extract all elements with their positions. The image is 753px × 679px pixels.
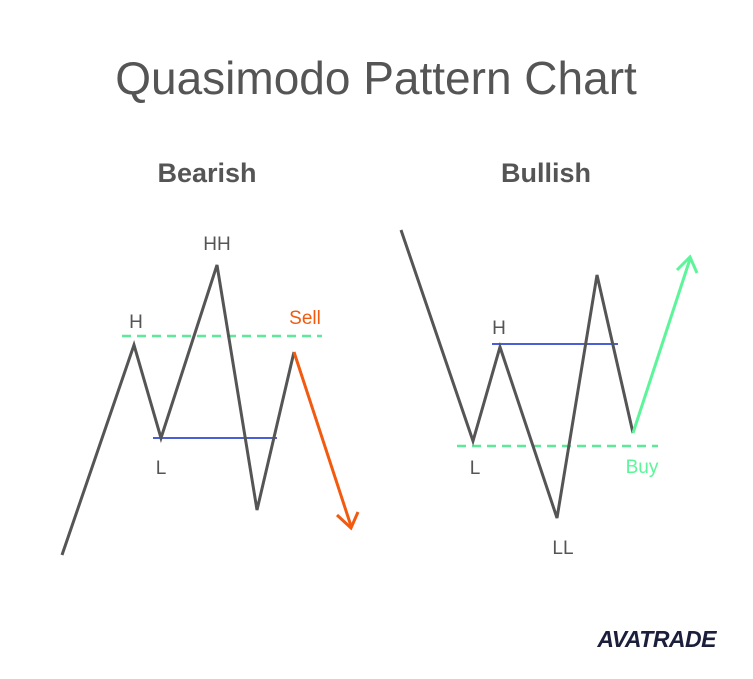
label: H [129, 312, 143, 333]
label: LL [552, 538, 573, 559]
buy-arrow [631, 258, 692, 434]
arrow-head [335, 511, 360, 531]
label: H [492, 318, 506, 339]
panel-title: Bearish [157, 158, 256, 188]
label: HH [203, 234, 230, 255]
sell-arrow [292, 351, 353, 527]
label: L [156, 458, 167, 479]
signal: Sell [289, 308, 321, 329]
price-path [60, 264, 296, 556]
panel-title: Bullish [501, 158, 591, 188]
signal: Buy [626, 457, 659, 478]
title: Quasimodo Pattern Chart [115, 52, 637, 104]
arrow-head [675, 254, 699, 274]
label: L [470, 458, 481, 479]
price-path [399, 229, 635, 519]
logo: AVATRADE [596, 626, 717, 652]
